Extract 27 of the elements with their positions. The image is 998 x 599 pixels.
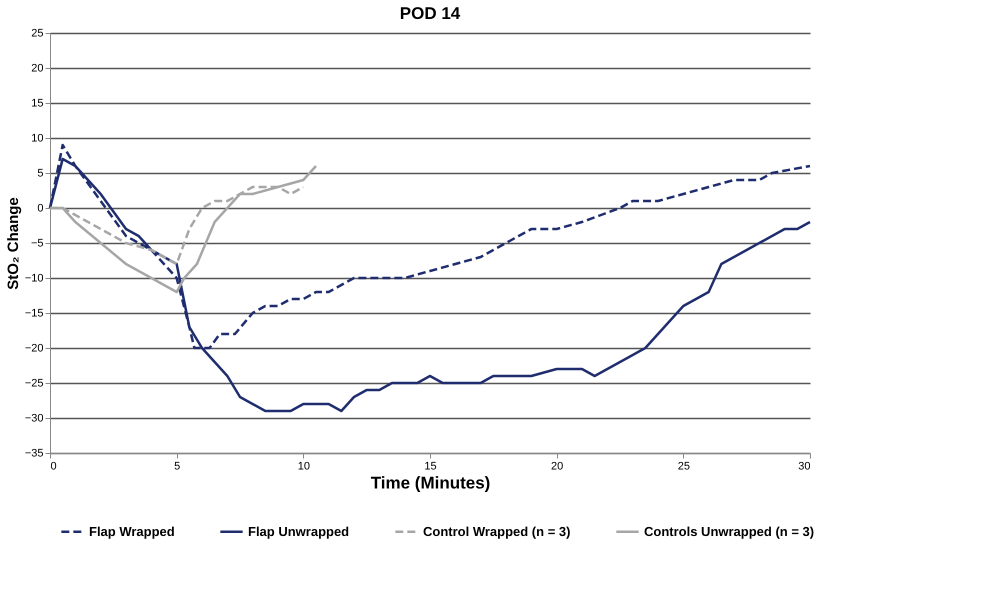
y-tick-label: −20 xyxy=(24,342,44,354)
x-axis-title: Time (Minutes) xyxy=(370,474,490,492)
y-tick-label: 25 xyxy=(31,28,44,40)
y-axis-title: StO₂ Change xyxy=(4,197,22,290)
y-tick-label: 10 xyxy=(31,132,44,144)
y-tick-label: −10 xyxy=(24,272,44,284)
x-tick-label: 10 xyxy=(298,460,310,472)
y-tick-label: −15 xyxy=(24,308,44,320)
y-tick-label: 20 xyxy=(31,62,44,74)
x-tick-label: 15 xyxy=(424,460,437,472)
y-tick-label: −25 xyxy=(24,378,44,390)
x-tick-label: 5 xyxy=(174,460,180,472)
legend-label: Flap Wrapped xyxy=(89,524,175,539)
y-tick-label: 15 xyxy=(31,98,44,110)
x-tick-label: 25 xyxy=(678,460,690,472)
y-tick-label: 0 xyxy=(37,202,44,214)
y-tick-label: −30 xyxy=(24,412,44,424)
legend-label: Flap Unwrapped xyxy=(248,524,350,539)
legend-label: Control Wrapped (n = 3) xyxy=(423,524,570,539)
chart-title: POD 14 xyxy=(400,4,461,23)
legend-label: Controls Unwrapped (n = 3) xyxy=(644,524,814,539)
y-tick-label: −35 xyxy=(24,448,44,460)
y-tick-label: 5 xyxy=(37,168,44,180)
y-tick-label: −5 xyxy=(30,238,44,250)
x-tick-label: 0 xyxy=(50,460,57,472)
x-tick-label: 30 xyxy=(798,460,810,472)
x-tick-label: 20 xyxy=(551,460,564,472)
